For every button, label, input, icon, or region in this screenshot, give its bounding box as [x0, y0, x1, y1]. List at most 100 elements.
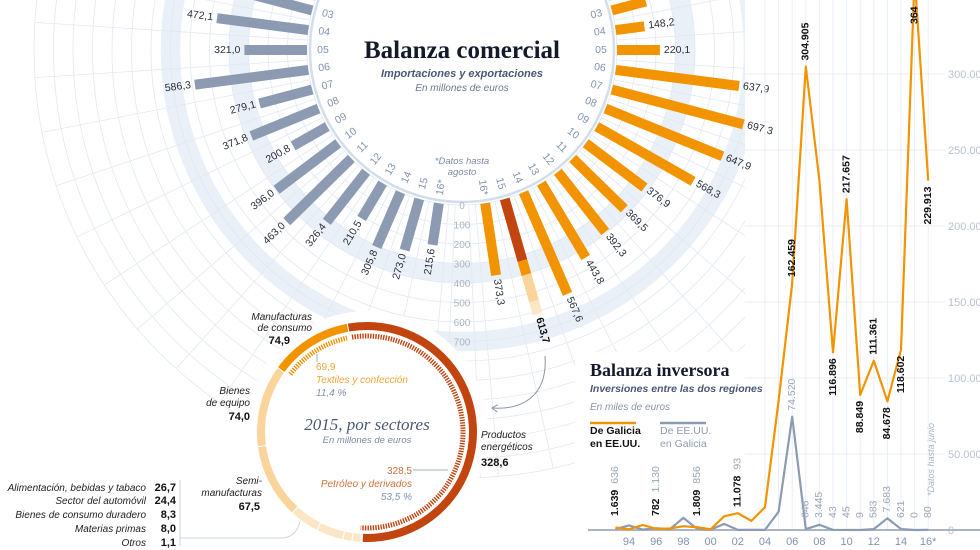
- import-bar: [290, 122, 330, 151]
- petroleo-hatched-arc: [351, 333, 466, 531]
- year-label: 09: [333, 110, 349, 126]
- label-manufacturas-2: de consumo: [258, 323, 313, 334]
- grey-data-label: 9: [854, 512, 866, 518]
- orange-data-label: 88.849: [854, 401, 866, 433]
- orange-data-label: 217.657: [840, 155, 852, 193]
- export-value-label: 376,9: [644, 185, 672, 210]
- grey-data-label: 74.520: [786, 378, 798, 410]
- orange-data-label: 364: [908, 6, 920, 24]
- pct-textiles: 11,4 %: [316, 388, 346, 399]
- others-list: Alimentación, bebidas y tabaco 26,7 Sect…: [7, 482, 177, 549]
- orange-data-label: 111.361: [868, 318, 880, 355]
- import-bar: [216, 13, 309, 35]
- radial-note-2: agosto: [448, 167, 477, 178]
- donut-segment: [258, 446, 298, 513]
- legend-grey-line1: De EE.UU.: [660, 425, 711, 437]
- grey-data-label: 1.130: [650, 466, 662, 492]
- donut-segment: [278, 323, 349, 373]
- label-energeticos-2: energéticos: [481, 442, 533, 453]
- arrow-connector: [492, 355, 546, 408]
- donut-segment: [317, 523, 345, 540]
- grey-data-label: 43: [827, 506, 839, 518]
- radial-tick-label: 100: [454, 221, 471, 232]
- others-label: Materias primas: [75, 524, 146, 535]
- export-value-label: 392,3: [603, 231, 629, 259]
- y-tick-label: 100.000: [948, 373, 980, 385]
- series-line-de-galicia-en-eeuu: [615, 0, 930, 531]
- legend-orange-line1: De Galicia: [590, 425, 641, 437]
- grid-spoke: [34, 21, 308, 41]
- year-label: 05: [595, 44, 607, 56]
- export-bar: [610, 84, 745, 130]
- label-bienes-equipo-2: de equipo: [206, 398, 250, 409]
- label-ring: [308, 0, 616, 204]
- x-tick-label: 96: [650, 536, 662, 548]
- grid-band: [229, 0, 695, 283]
- export-bar: [582, 139, 648, 192]
- import-bar: [399, 197, 425, 252]
- year-label: 15: [416, 176, 431, 191]
- x-tick-label: 12: [868, 536, 880, 548]
- export-value-label: 373,3: [491, 278, 507, 306]
- inversora-subtitle: Inversiones entre las dos regiones: [590, 383, 763, 395]
- legend-grey-line2: en Galicia: [660, 438, 707, 450]
- legend-orange-line2: en EE.UU.: [590, 438, 640, 450]
- others-label: Otros: [122, 538, 146, 549]
- year-label: 16*: [434, 179, 448, 196]
- inversora-note: *Datos hasta junio: [926, 423, 936, 496]
- others-value: 1,1: [161, 537, 176, 549]
- export-bar-segment: [529, 299, 543, 316]
- year-label: 06: [318, 61, 331, 74]
- grid-spoke: [219, 177, 375, 403]
- pct-petroleo: 53,5 %: [381, 492, 412, 503]
- import-bar: [357, 180, 387, 221]
- year-label: 08: [583, 95, 598, 111]
- label-manufacturas-1: Manufacturas: [251, 312, 312, 323]
- others-label: Sector del automóvil: [55, 496, 146, 507]
- grey-data-label: 646: [800, 500, 812, 518]
- grid-spoke: [137, 150, 345, 330]
- year-label: 04: [318, 25, 331, 38]
- year-label: 13: [382, 161, 398, 177]
- radial-unit: En millones de euros: [415, 83, 508, 94]
- orange-data-label: 118.602: [895, 356, 907, 394]
- import-value-label: 215,6: [422, 248, 438, 276]
- import-bar: [273, 139, 342, 194]
- x-tick-label: 16*: [920, 536, 937, 548]
- others-value: 24,4: [155, 495, 177, 507]
- radial-tick-label: 500: [454, 299, 471, 310]
- x-tick-label: 02: [732, 536, 744, 548]
- x-tick-label: 08: [813, 536, 825, 548]
- label-semi-1: Semi-: [236, 476, 263, 487]
- x-tick-label: 06: [786, 536, 798, 548]
- radial-title: Balanza comercial: [364, 37, 560, 64]
- others-bracket: [179, 480, 301, 546]
- grid-spoke: [494, 201, 554, 469]
- orange-data-label: 116.896: [827, 358, 839, 396]
- grid-spoke: [55, 98, 316, 187]
- export-bar: [603, 103, 725, 161]
- import-value-label: 463,0: [261, 220, 288, 247]
- sector-donut: [257, 322, 477, 542]
- others-value: 8,0: [161, 523, 176, 535]
- grid-spoke: [474, 204, 499, 477]
- orange-data-label: 1.809: [691, 490, 703, 516]
- radial-subtitle: Importaciones y exportaciones: [381, 68, 543, 80]
- grey-data-label: 583: [868, 500, 880, 518]
- export-bar: [518, 190, 573, 296]
- orange-data-label: 782: [650, 498, 662, 516]
- export-bar: [537, 180, 590, 261]
- import-bar: [258, 84, 314, 109]
- import-bar: [427, 202, 444, 246]
- export-bar: [610, 0, 648, 16]
- export-bar: [594, 122, 696, 186]
- year-label: 07: [589, 78, 604, 93]
- year-label: 08: [326, 94, 341, 110]
- import-bar: [283, 154, 355, 226]
- grid-spoke: [205, 0, 310, 21]
- inversora-unit: En miles de euros: [590, 402, 670, 413]
- label-bienes-equipo-1: Bienes: [219, 386, 250, 397]
- grey-data-label: 0: [908, 512, 920, 518]
- others-label: Bienes de consumo duradero: [15, 510, 146, 521]
